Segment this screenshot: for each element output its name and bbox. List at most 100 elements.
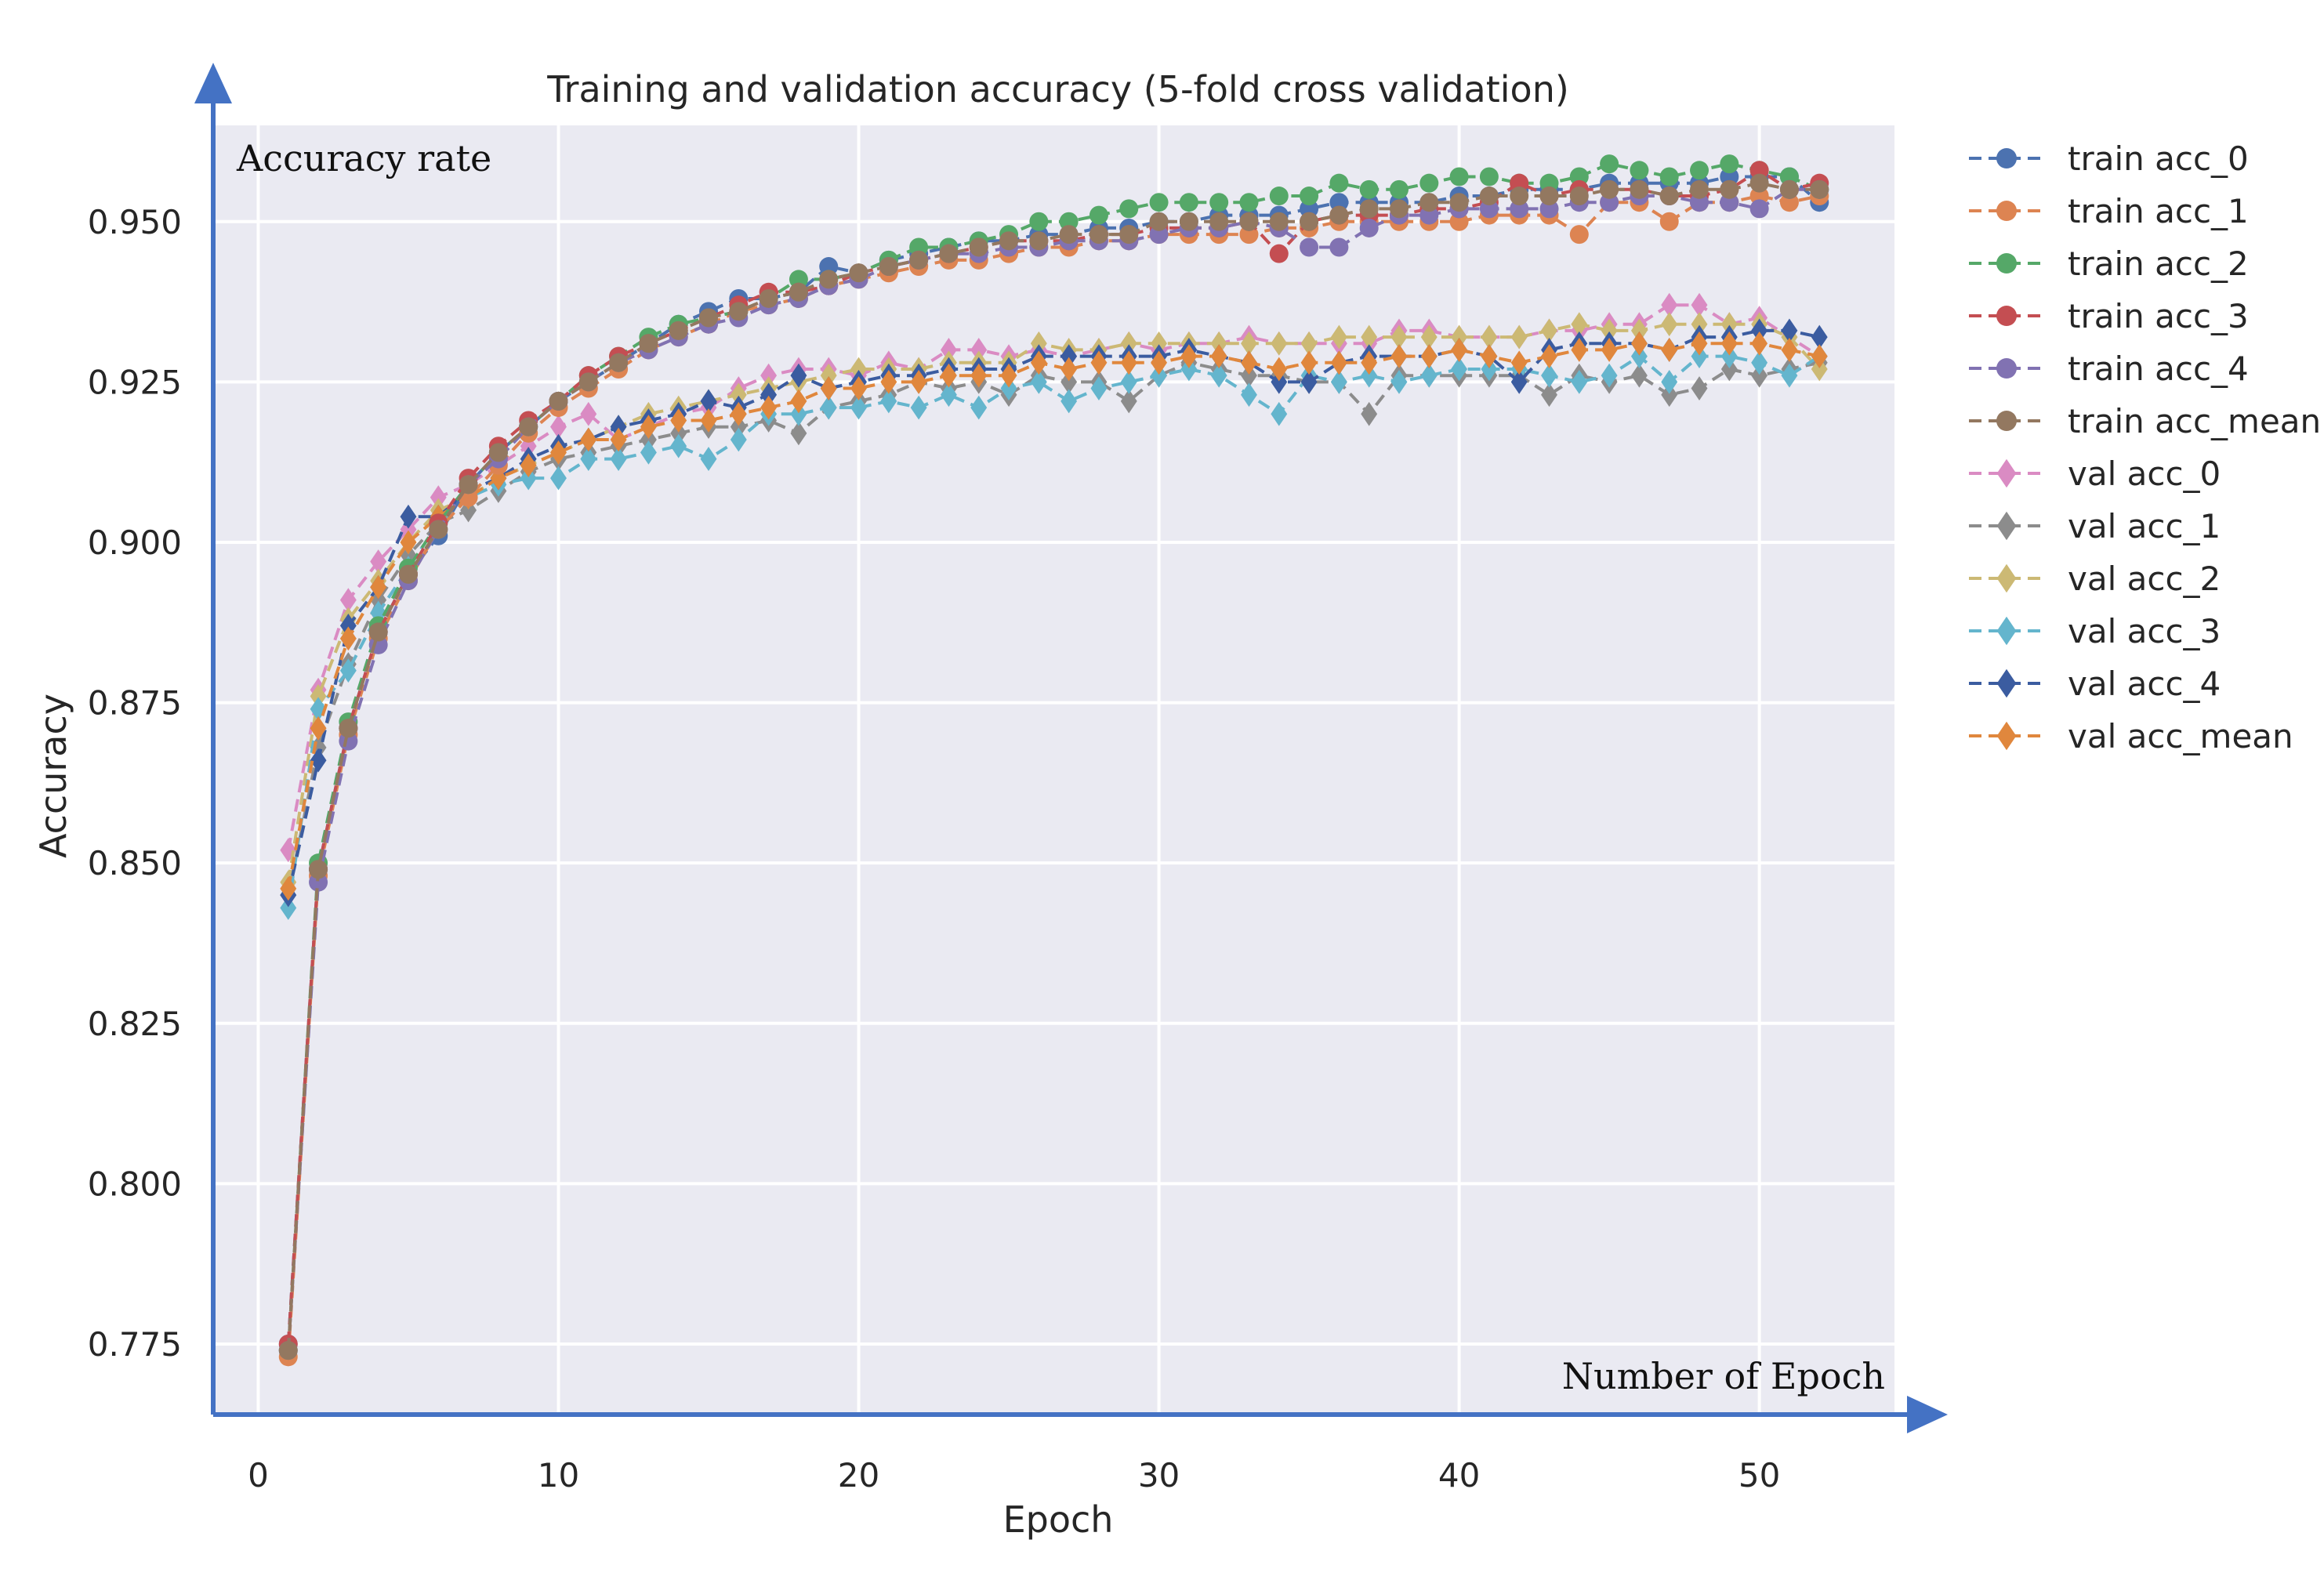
data-point <box>730 382 747 408</box>
data-point <box>1000 376 1017 400</box>
data-point <box>1269 187 1289 206</box>
y-axis-arrow-label: Accuracy rate <box>236 137 491 179</box>
data-point <box>310 748 327 773</box>
x-axis-arrow-label: Number of Epoch <box>1562 1355 1885 1397</box>
data-point <box>1179 193 1198 212</box>
data-point <box>1300 237 1319 257</box>
data-point <box>1209 193 1229 212</box>
data-point <box>819 270 839 289</box>
data-point <box>789 282 808 302</box>
y-tick-label: 0.800 <box>88 1165 182 1203</box>
legend-label: train acc_1 <box>2068 192 2249 230</box>
legend-label: train acc_2 <box>2068 245 2249 283</box>
legend-item: train acc_mean <box>1969 402 2321 440</box>
data-point <box>339 719 358 738</box>
data-point <box>1060 344 1078 369</box>
legend-marker <box>1996 563 2017 593</box>
x-tick-label: 20 <box>838 1456 879 1494</box>
legend-label: train acc_3 <box>2068 297 2249 335</box>
legend-label: val acc_1 <box>2068 507 2221 545</box>
data-point <box>1180 344 1198 369</box>
data-point <box>1811 344 1828 369</box>
data-point <box>1781 318 1798 343</box>
data-point <box>1781 338 1798 362</box>
legend-item: val acc_1 <box>1969 507 2221 545</box>
data-point <box>939 244 959 263</box>
data-point <box>1600 154 1619 174</box>
legend-marker <box>1996 306 2017 326</box>
legend-label: train acc_0 <box>2068 139 2249 178</box>
series-train-acc-mean <box>278 173 1829 1360</box>
data-point <box>1090 350 1108 375</box>
series-val-acc-3 <box>280 344 1828 920</box>
data-point <box>1151 363 1168 388</box>
data-point <box>1090 376 1108 400</box>
data-point <box>1390 344 1408 369</box>
data-point <box>1361 350 1378 375</box>
data-point <box>1300 187 1319 206</box>
data-point <box>310 683 327 708</box>
legend-item: val acc_mean <box>1969 717 2293 755</box>
data-point <box>1241 363 1257 388</box>
data-point <box>1390 324 1408 350</box>
data-point <box>910 369 927 394</box>
data-point <box>310 716 327 741</box>
data-point <box>670 421 687 446</box>
data-point <box>1481 324 1498 350</box>
data-point <box>1241 350 1257 375</box>
data-point <box>1300 212 1319 231</box>
data-point <box>430 485 447 510</box>
data-point <box>1659 187 1679 206</box>
data-point <box>1749 173 1769 193</box>
legend-label: val acc_0 <box>2068 455 2221 493</box>
y-axis-arrow-head <box>194 63 232 103</box>
x-axis-arrow-head <box>1907 1396 1948 1433</box>
data-point <box>1451 324 1468 350</box>
data-point <box>609 353 629 372</box>
data-point <box>1271 331 1288 356</box>
data-point <box>1749 199 1769 219</box>
data-point <box>1541 344 1557 369</box>
data-point <box>280 896 297 920</box>
data-point <box>850 357 867 382</box>
data-point <box>580 447 597 471</box>
data-point <box>1149 212 1169 231</box>
data-point <box>1300 369 1318 394</box>
data-point <box>850 376 867 400</box>
data-point <box>760 363 778 388</box>
data-point <box>550 466 567 491</box>
data-point <box>1720 344 1738 369</box>
legend-marker <box>1996 358 2017 379</box>
data-point <box>1300 331 1318 356</box>
x-tick-label: 0 <box>248 1456 269 1494</box>
data-point <box>1359 199 1379 219</box>
data-point <box>940 382 957 408</box>
data-point <box>1060 389 1078 414</box>
data-point <box>1481 344 1498 369</box>
data-point <box>1271 369 1288 394</box>
legend-label: val acc_3 <box>2068 612 2221 650</box>
data-point <box>1449 167 1469 187</box>
series-line <box>286 303 1821 851</box>
data-point <box>1030 350 1047 375</box>
series-val-acc-mean <box>280 331 1828 901</box>
data-point <box>1089 205 1108 225</box>
data-point <box>1630 344 1648 369</box>
data-point <box>1151 331 1168 356</box>
data-point <box>730 401 747 426</box>
legend-marker <box>1996 148 2017 168</box>
series-line <box>286 194 1820 1357</box>
data-point <box>670 408 687 433</box>
data-point <box>1389 199 1409 219</box>
data-point <box>700 447 717 471</box>
data-point <box>370 574 387 600</box>
data-point <box>1630 318 1648 343</box>
legend-item: train acc_2 <box>1969 245 2249 283</box>
data-point <box>699 308 719 328</box>
data-point <box>1541 382 1557 408</box>
data-point <box>700 389 717 414</box>
series-line <box>286 168 1820 1345</box>
data-point <box>1539 187 1559 206</box>
data-point <box>1541 318 1557 343</box>
